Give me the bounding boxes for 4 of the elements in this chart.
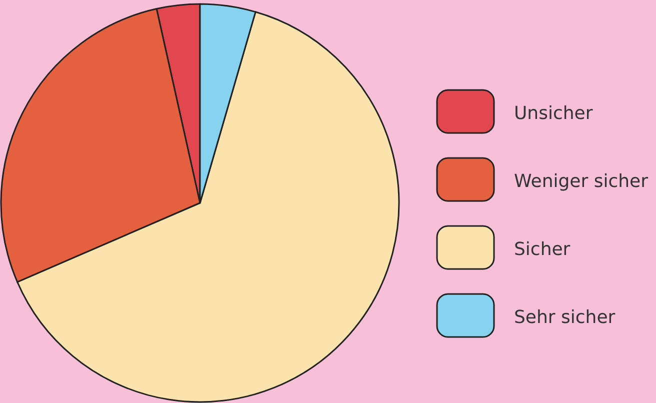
legend-label: Unsicher [514,103,594,124]
legend-label: Sehr sicher [514,307,616,328]
legend-label: Sicher [514,239,571,260]
legend-label: Weniger sicher [514,171,649,192]
